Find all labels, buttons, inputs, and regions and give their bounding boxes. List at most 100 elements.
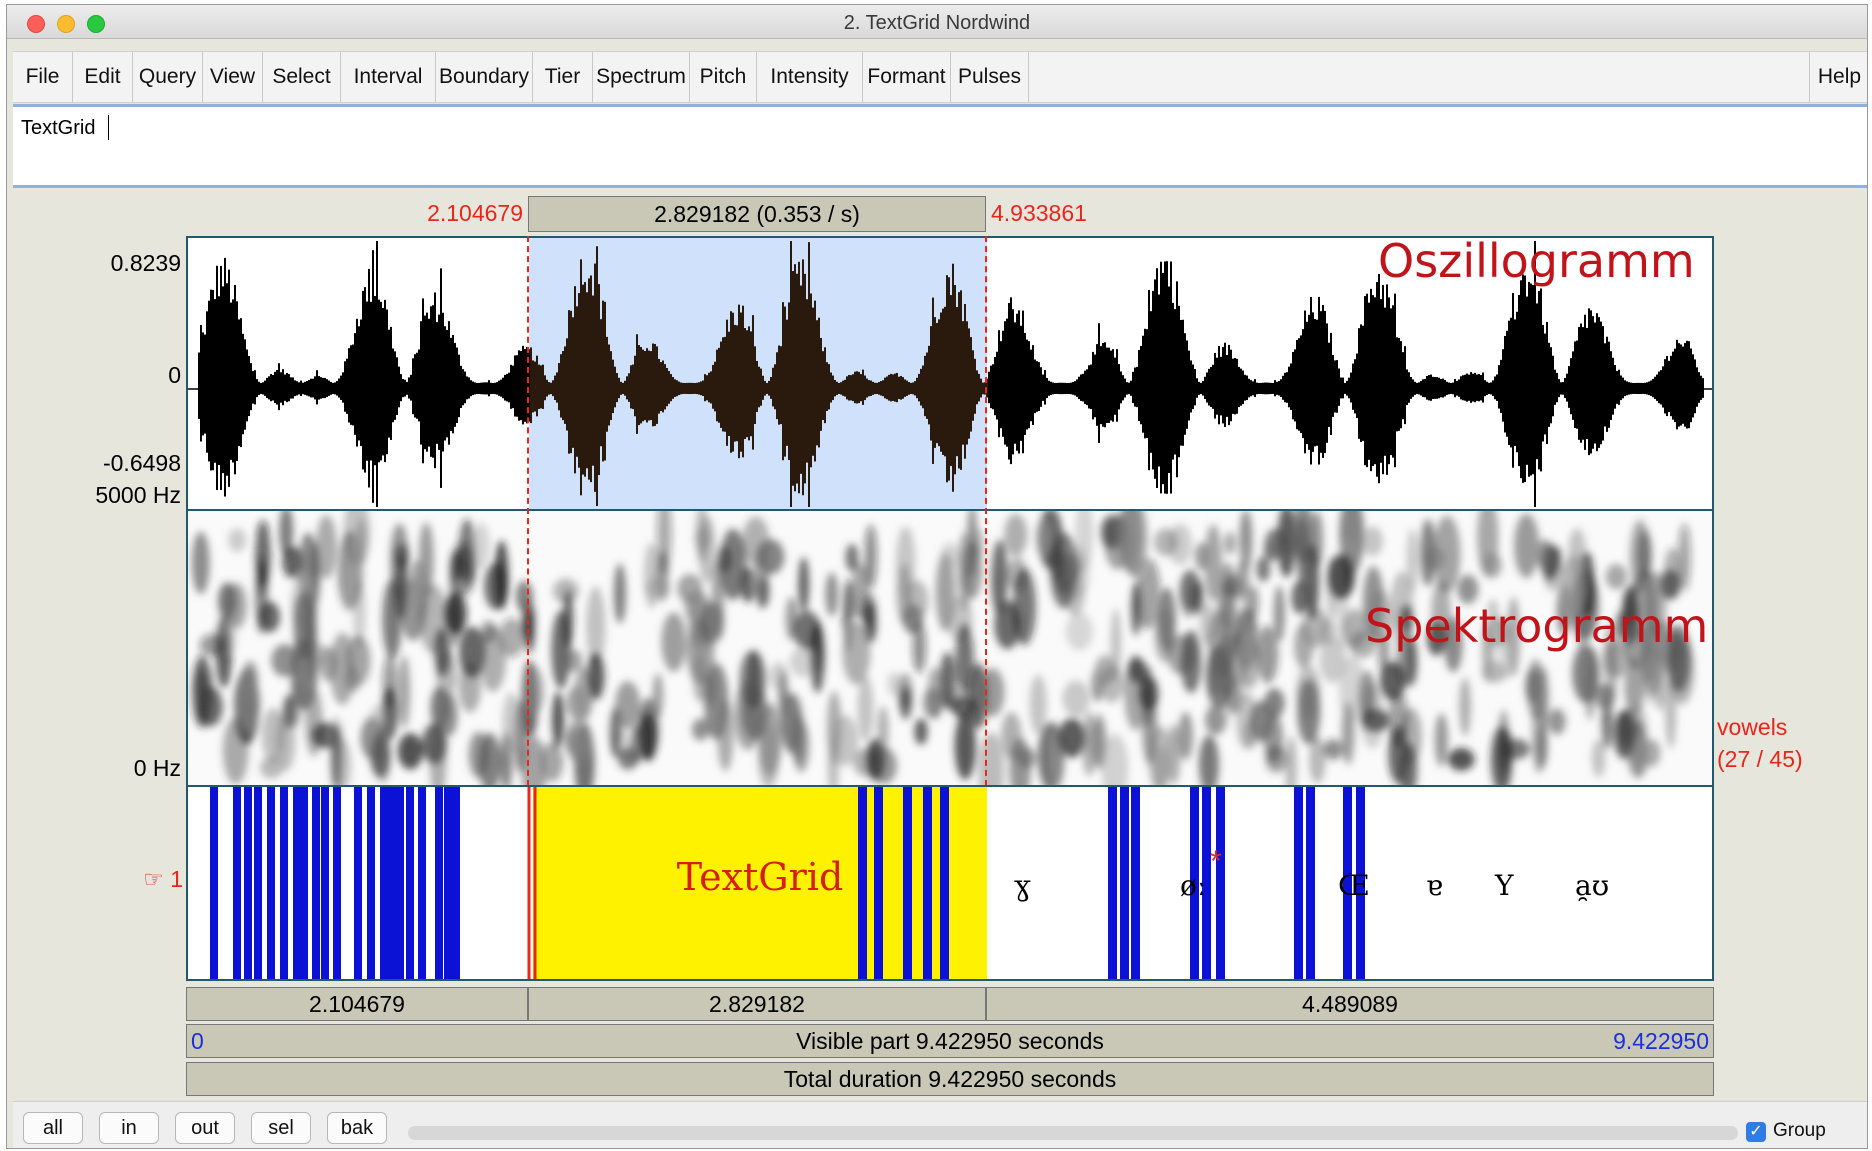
duration-right[interactable]: 4.489089 — [986, 987, 1714, 1021]
tier-boundary — [452, 787, 460, 979]
wave-sample — [1656, 374, 1658, 401]
wave-sample — [1600, 321, 1602, 445]
menu-file[interactable]: File — [13, 52, 73, 102]
zoom-all-button[interactable]: all — [23, 1112, 83, 1144]
spectrogram[interactable]: Spektrogramm — [186, 511, 1714, 785]
spectral-energy — [1644, 571, 1667, 639]
interval-label-oe-long[interactable]: øː — [1180, 869, 1207, 902]
wave-sample — [1694, 359, 1696, 414]
wave-sample — [218, 296, 220, 466]
wave-sample — [590, 275, 592, 483]
menu-edit[interactable]: Edit — [73, 52, 133, 102]
zoom-out-button[interactable]: out — [175, 1112, 235, 1144]
menu-intensity[interactable]: Intensity — [757, 52, 863, 102]
zoom-sel-button[interactable]: sel — [251, 1112, 311, 1144]
wave-sample — [1502, 349, 1504, 422]
text-field[interactable]: TextGrid — [13, 104, 1867, 188]
menu-view[interactable]: View — [203, 52, 263, 102]
wave-sample — [1096, 344, 1098, 426]
menu-pitch[interactable]: Pitch — [690, 52, 757, 102]
spectral-energy — [1004, 513, 1028, 557]
wave-sample — [834, 379, 836, 397]
wave-sample — [546, 379, 548, 397]
wave-sample — [540, 365, 542, 409]
oscillogram[interactable]: Oszillogramm — [186, 236, 1714, 511]
wave-sample — [972, 350, 974, 421]
menu-select[interactable]: Select — [263, 52, 341, 102]
duration-selected[interactable]: 2.829182 — [528, 987, 986, 1021]
wave-sample — [1410, 376, 1412, 399]
visible-part-bar[interactable]: 0 Visible part 9.422950 seconds 9.422950 — [186, 1024, 1714, 1058]
menu-formant[interactable]: Formant — [863, 52, 951, 102]
spectral-energy — [1049, 532, 1078, 609]
spectral-energy — [1235, 561, 1248, 601]
wave-sample — [988, 371, 990, 404]
spectral-energy — [330, 632, 355, 706]
menu-spectrum[interactable]: Spectrum — [593, 52, 690, 102]
interval-label-au[interactable]: a̯ʊ — [1575, 869, 1610, 902]
wave-sample — [1078, 376, 1080, 400]
horizontal-scrollbar[interactable] — [408, 1126, 1738, 1140]
spectral-energy — [502, 692, 521, 755]
minimize-button[interactable] — [57, 15, 75, 33]
wave-sample — [402, 379, 404, 398]
zoom-back-button[interactable]: bak — [327, 1112, 387, 1144]
wave-sample — [1228, 344, 1230, 426]
interval-label-turned-a[interactable]: ɐ — [1426, 869, 1443, 902]
wave-sample — [1266, 382, 1268, 395]
wave-sample — [1396, 337, 1398, 432]
wave-sample — [644, 350, 646, 421]
wave-sample — [392, 348, 394, 423]
wave-sample — [916, 377, 918, 399]
wave-sample — [790, 241, 792, 507]
spec-f-min: 0 Hz — [133, 755, 181, 781]
menu-interval[interactable]: Interval — [341, 52, 436, 102]
wave-sample — [424, 315, 426, 450]
spectral-energy — [652, 673, 664, 719]
tier-selected-label[interactable]: TextGrid — [676, 855, 844, 899]
group-checkbox[interactable]: ✓ — [1746, 1122, 1766, 1142]
wave-sample — [710, 371, 712, 404]
spectral-energy — [927, 666, 943, 720]
tier-pointer[interactable]: ☞ 1 — [143, 866, 183, 892]
selection-header[interactable]: 2.829182 (0.353 / s) — [528, 196, 986, 232]
menu-pulses[interactable]: Pulses — [951, 52, 1029, 102]
wave-sample — [678, 381, 680, 396]
wave-sample — [594, 263, 596, 492]
interval-label-oe-ligature[interactable]: Œ — [1338, 869, 1370, 902]
wave-sample — [1678, 343, 1680, 427]
menu-query[interactable]: Query — [133, 52, 203, 102]
zoom-button[interactable] — [87, 15, 105, 33]
duration-left[interactable]: 2.104679 — [186, 987, 528, 1021]
menu-tier[interactable]: Tier — [533, 52, 593, 102]
menu-boundary[interactable]: Boundary — [436, 52, 533, 102]
spectral-energy — [1198, 735, 1219, 785]
wave-sample — [1580, 323, 1582, 443]
wave-sample — [810, 293, 812, 468]
spectral-energy — [276, 710, 296, 771]
wave-sample — [812, 307, 814, 456]
wave-sample — [608, 344, 610, 426]
wave-sample — [1616, 370, 1618, 404]
close-button[interactable] — [27, 15, 45, 33]
zoom-in-button[interactable]: in — [99, 1112, 159, 1144]
wave-sample — [1632, 382, 1634, 394]
spectral-energy — [1034, 520, 1050, 557]
spectral-energy — [1667, 625, 1691, 693]
menu-help[interactable]: Help — [1809, 52, 1867, 102]
wave-sample — [226, 283, 228, 476]
wave-sample — [1432, 376, 1434, 399]
total-duration-bar[interactable]: Total duration 9.422950 seconds — [186, 1062, 1714, 1096]
wave-sample — [1092, 351, 1094, 420]
wave-sample — [1268, 382, 1270, 395]
spectral-energy — [1128, 657, 1147, 684]
wave-sample — [1394, 293, 1396, 468]
tier-vowels[interactable]: TextGrid ɣ øː * Œ ɐ Y a̯ʊ — [186, 785, 1714, 981]
spectral-energy — [1490, 725, 1513, 785]
interval-label-gamma[interactable]: ɣ — [1014, 869, 1031, 902]
wave-sample — [1168, 286, 1170, 474]
spectral-energy — [1237, 632, 1261, 689]
interval-label-y[interactable]: Y — [1495, 869, 1514, 902]
spectral-energy — [1678, 523, 1691, 592]
spectral-energy — [1536, 538, 1553, 571]
